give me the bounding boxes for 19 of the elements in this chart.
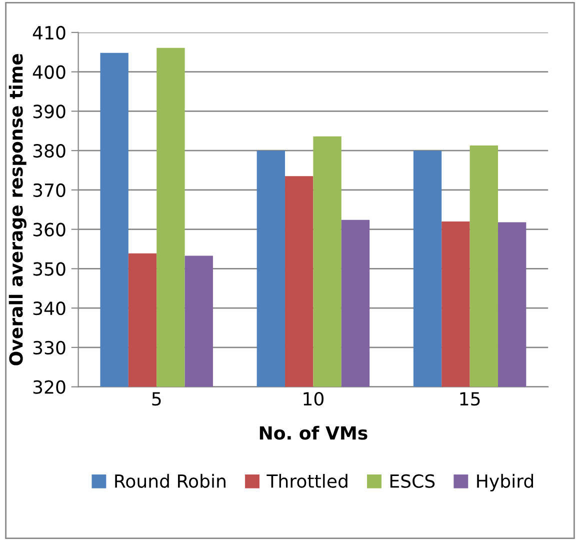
y-tick-label: 330 (33, 340, 66, 355)
y-tick-label: 320 (33, 380, 66, 394)
y-axis-title: Overall average response time (8, 54, 26, 366)
y-tick-label: 400 (32, 65, 66, 79)
y-tick-label: 370 (33, 183, 66, 198)
y-tick-label: 340 (33, 302, 66, 316)
y-tick-label: 390 (33, 104, 66, 118)
x-tick-label: 5 (152, 392, 161, 406)
x-axis-title: No. of VMs (260, 426, 368, 440)
x-tick-label: 15 (460, 392, 480, 406)
y-tick-label: 350 (33, 262, 66, 276)
x-tick-label: 10 (304, 392, 324, 406)
legend-label: ESCS (390, 474, 435, 488)
y-tick-label: 380 (33, 144, 66, 158)
legend-label: Throttled (266, 474, 348, 488)
legend-label: Hybird (477, 474, 534, 492)
y-tick-label: 410 (32, 26, 66, 40)
legend-label: Round Robin (115, 474, 226, 488)
y-tick-label: 360 (33, 222, 66, 236)
